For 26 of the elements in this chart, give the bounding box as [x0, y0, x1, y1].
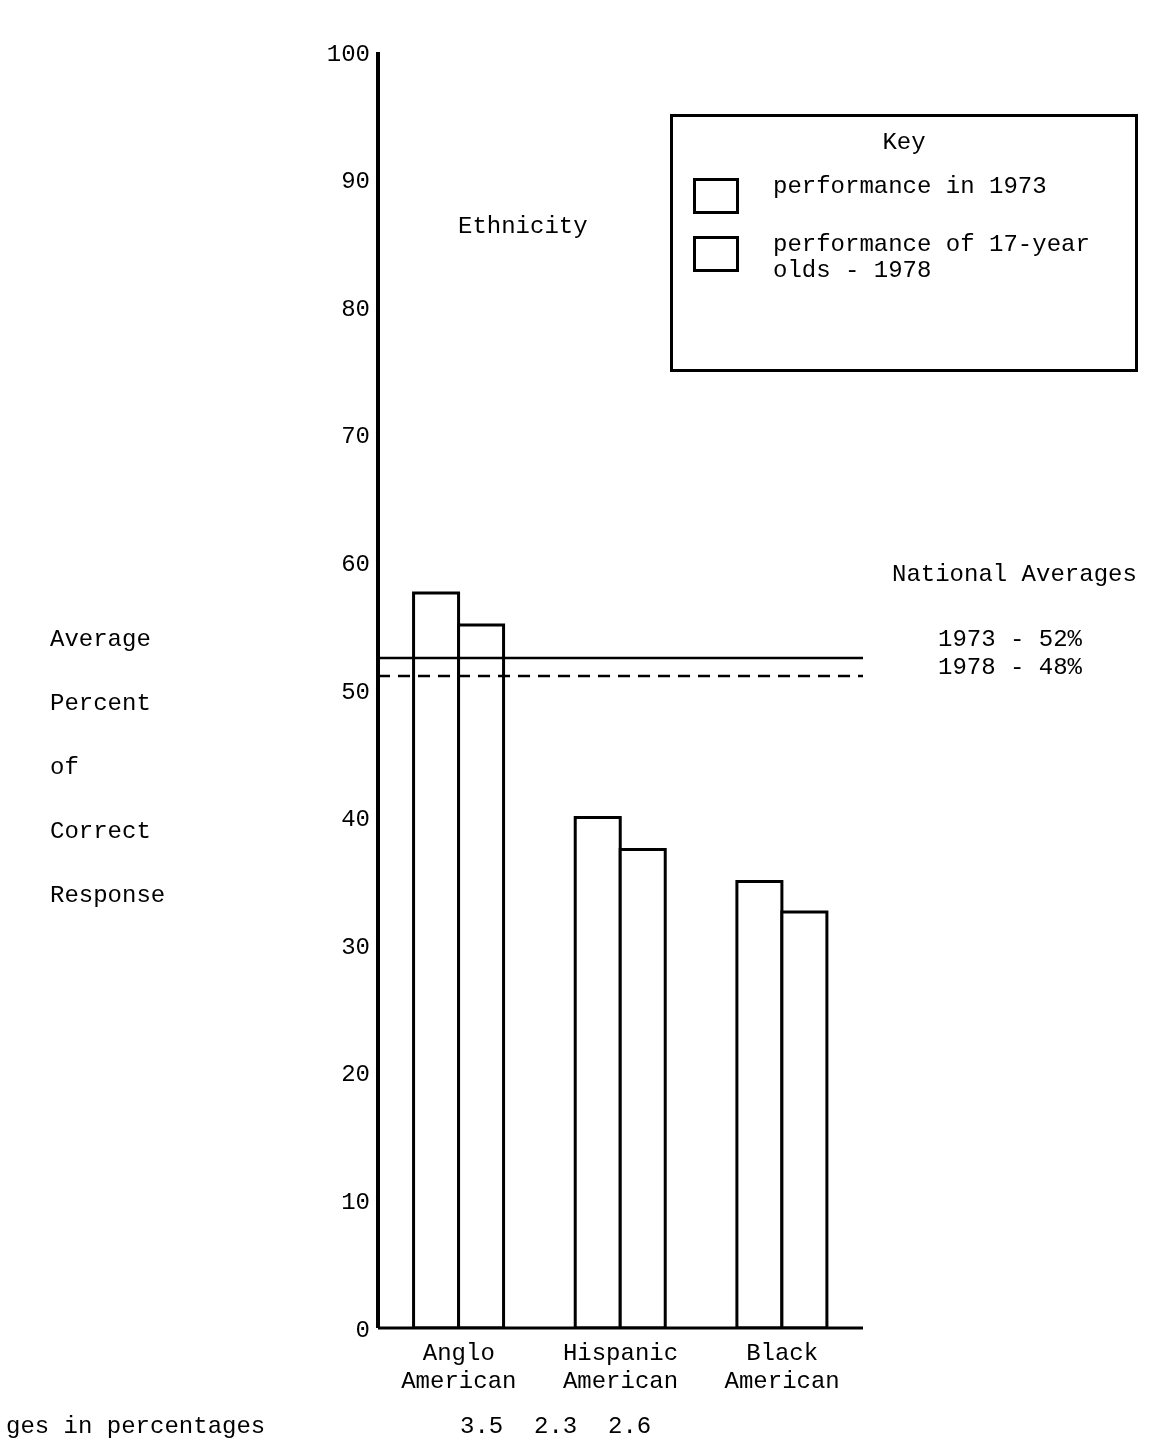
x-tick-label: Hispanic American	[562, 1340, 679, 1395]
text: 1973 - 52%	[938, 626, 1083, 653]
legend-label: performance of 17-year olds - 1978	[773, 231, 1091, 284]
y-tick-label: 50	[341, 678, 370, 706]
x-tick-label: Anglo American	[401, 1340, 517, 1395]
y-tick-label: 70	[341, 423, 370, 451]
y-tick-label: 100	[326, 40, 370, 68]
text: 2.6	[608, 1413, 652, 1440]
y-tick-label: 60	[341, 550, 370, 578]
y-tick-label: 30	[341, 933, 370, 961]
x-tick-label: Black American	[724, 1340, 840, 1395]
legend-label: performance in 1973	[773, 173, 1047, 200]
text: Ethnicity	[458, 213, 588, 240]
text: 1978 - 48%	[938, 654, 1083, 681]
y-tick-label: 0	[355, 1316, 370, 1344]
text: ges in percentages	[6, 1413, 266, 1440]
y-tick-label: 80	[341, 295, 370, 323]
text: National Averages	[892, 561, 1137, 588]
text: Average Percent of Correct Response	[50, 626, 166, 909]
y-tick-label: 10	[341, 1188, 370, 1216]
legend-title: Key	[881, 129, 927, 156]
text: 3.5	[460, 1413, 504, 1440]
text: 2.3	[534, 1413, 578, 1440]
y-tick-label: 40	[341, 806, 370, 834]
y-tick-label: 20	[341, 1061, 370, 1089]
y-tick-label: 90	[341, 168, 370, 196]
